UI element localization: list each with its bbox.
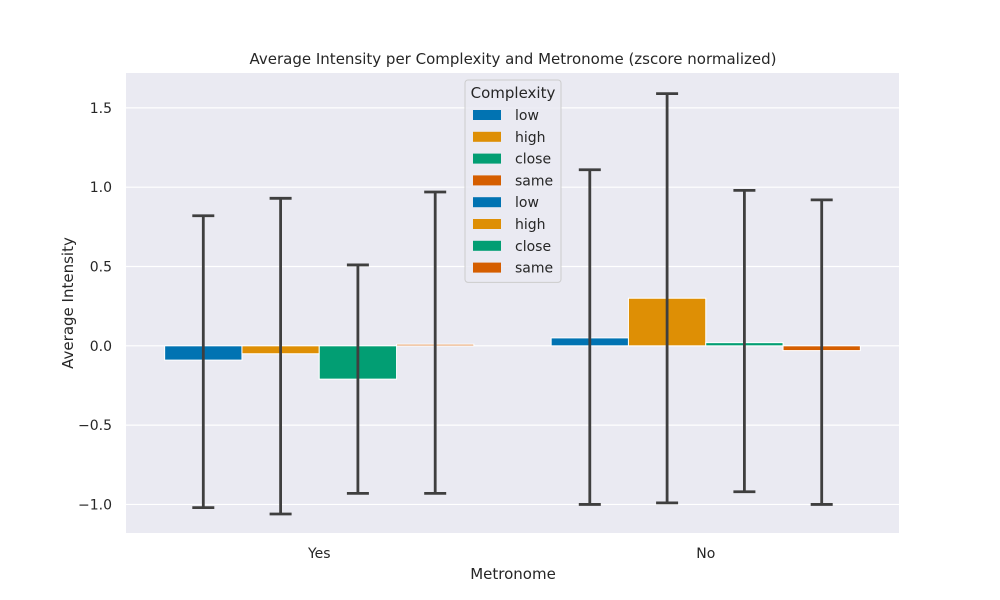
legend-label-high: high	[515, 130, 546, 146]
x-tick-labels: Yes No	[307, 546, 715, 562]
legend-label-low: low	[515, 108, 539, 124]
error-bar-high-yes	[269, 196, 292, 516]
y-tick-label: −0.5	[78, 418, 112, 434]
y-tick-label: −1.0	[78, 497, 112, 513]
error-bar-low-no	[578, 168, 601, 506]
legend-swatch-high	[473, 131, 501, 142]
legend: Complexity low high close same low high close sa…	[464, 79, 562, 283]
legend-swatch-high	[473, 219, 501, 229]
legend-swatch-close	[473, 240, 501, 251]
legend-label-same: same	[515, 261, 553, 277]
y-tick-label: 0.5	[90, 260, 112, 276]
legend-swatch-low	[473, 110, 501, 120]
x-tick-label: Yes	[307, 546, 331, 562]
error-bar-close-yes	[346, 263, 369, 495]
y-tick-label: 1.5	[90, 101, 112, 117]
legend-box	[464, 79, 562, 283]
legend-swatch-same	[473, 175, 501, 186]
legend-label-high: high	[515, 217, 546, 233]
error-bar-high-no	[656, 92, 679, 505]
legend-swatch-low	[473, 197, 501, 208]
error-bar-same-no	[810, 198, 833, 506]
error-bar-close-no	[733, 188, 756, 494]
x-tick-label: No	[696, 546, 715, 562]
legend-label-close: close	[515, 239, 551, 255]
y-axis-label: Average Intensity	[59, 237, 77, 369]
legend-label-same: same	[515, 173, 553, 189]
legend-title: Complexity	[471, 84, 556, 102]
chart-title: Average Intensity per Complexity and Met…	[250, 50, 777, 68]
legend-label-close: close	[515, 152, 551, 168]
y-tick-label: 0.0	[90, 339, 112, 355]
legend-swatch-same	[473, 262, 501, 273]
error-bar-low-yes	[192, 214, 215, 510]
error-bar-same-yes	[424, 190, 447, 495]
error-bars	[192, 92, 833, 516]
y-tick-labels: −1.0 −0.5 0.0 0.5 1.0 1.5	[78, 101, 112, 514]
y-tick-label: 1.0	[90, 180, 112, 196]
legend-label-low: low	[515, 195, 539, 211]
legend-swatch-close	[473, 153, 501, 164]
x-axis-label: Metronome	[470, 565, 556, 583]
